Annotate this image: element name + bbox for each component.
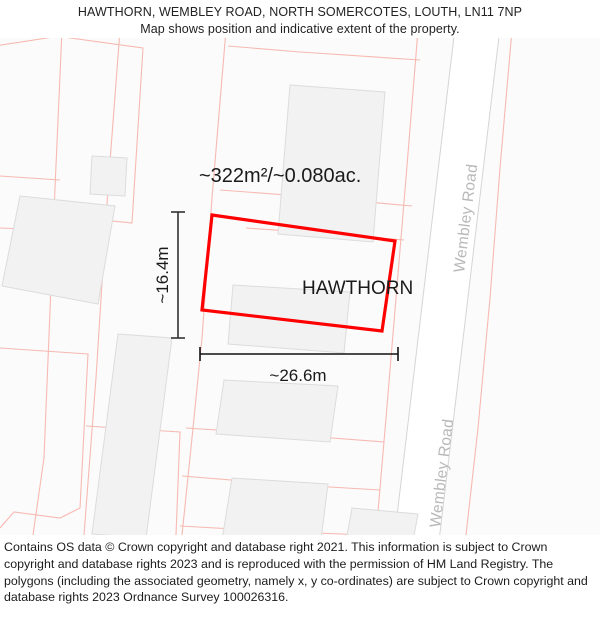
dimension-vertical (171, 211, 185, 339)
map-header: HAWTHORN, WEMBLEY ROAD, NORTH SOMERCOTES… (0, 0, 600, 38)
building-6 (91, 333, 173, 535)
parcel-line-4 (0, 347, 89, 529)
page-subtitle: Map shows position and indicative extent… (140, 22, 460, 36)
parcel-boundaries (0, 38, 512, 535)
building-1 (89, 155, 128, 197)
building-4 (215, 379, 339, 443)
building-2 (1, 195, 116, 305)
parcel-line-7 (375, 38, 418, 535)
dimension-horizontal (199, 347, 399, 361)
parcel-line-9 (227, 45, 421, 61)
parcel-line-1 (32, 38, 63, 535)
map-attribution: Contains OS data © Crown copyright and d… (0, 535, 600, 625)
road-edge-left (394, 38, 455, 535)
building-7 (346, 507, 419, 535)
area-label: ~322m²/~0.080ac. (199, 165, 361, 187)
parcel-line-6 (181, 38, 226, 535)
building-5 (222, 477, 329, 535)
map-canvas[interactable]: ~16.4m ~26.6m ~322m²/~0.080ac. HAWTHORN … (0, 38, 600, 535)
parcel-line-1b (0, 38, 51, 46)
map-svg[interactable]: ~16.4m ~26.6m ~322m²/~0.080ac. HAWTHORN … (0, 38, 600, 535)
building-3 (277, 84, 386, 243)
road-surface (394, 38, 499, 535)
dimension-vertical-label: ~16.4m (153, 246, 172, 303)
building-footprints (1, 84, 419, 535)
property-extent-outline[interactable] (200, 213, 397, 333)
property-name-label: HAWTHORN (302, 278, 413, 299)
road-edge-right (439, 38, 500, 535)
parcel-line-8 (465, 38, 512, 535)
dimension-horizontal-label: ~26.6m (269, 366, 326, 385)
parcel-line-12 (0, 175, 61, 181)
wembley-road-band (394, 38, 500, 535)
page-title: HAWTHORN, WEMBLEY ROAD, NORTH SOMERCOTES… (77, 5, 523, 19)
